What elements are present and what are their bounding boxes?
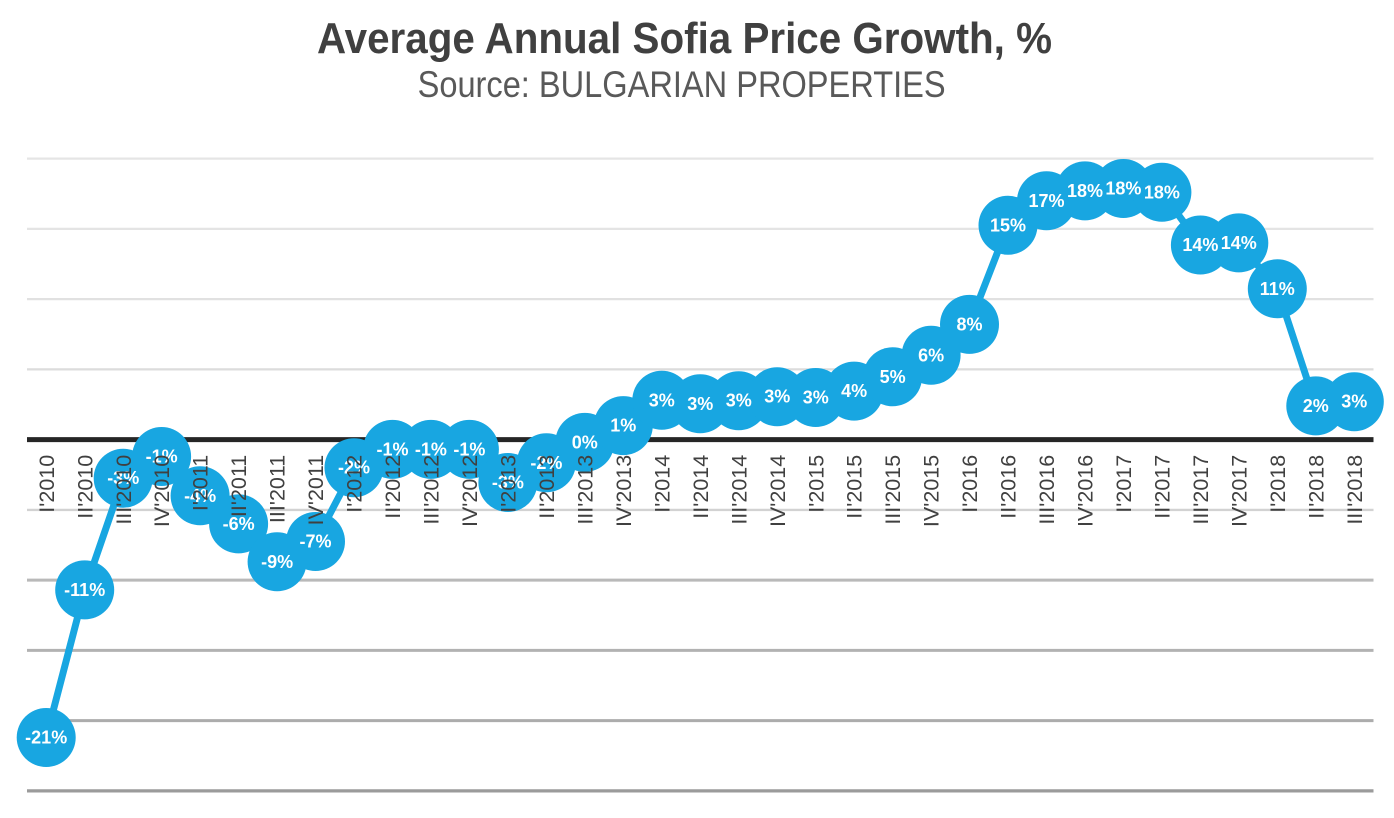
svg-text:III'2011: III'2011 [266, 455, 290, 523]
svg-text:-1%: -1% [146, 447, 178, 467]
svg-text:II'2017: II'2017 [1151, 455, 1175, 519]
svg-text:III'2013: III'2013 [573, 455, 597, 525]
svg-text:IV'2010: IV'2010 [150, 455, 174, 527]
svg-text:-2%: -2% [530, 453, 562, 473]
svg-text:11%: 11% [1260, 279, 1295, 299]
svg-text:4%: 4% [841, 381, 867, 401]
svg-text:-1%: -1% [453, 439, 485, 459]
svg-text:II'2010: II'2010 [73, 455, 97, 519]
svg-text:3%: 3% [803, 388, 829, 408]
svg-text:14%: 14% [1182, 235, 1218, 255]
svg-text:II'2014: II'2014 [689, 455, 713, 519]
svg-text:III'2016: III'2016 [1035, 455, 1059, 525]
svg-text:IV'2012: IV'2012 [458, 455, 482, 527]
svg-text:17%: 17% [1028, 191, 1064, 211]
svg-text:-7%: -7% [299, 532, 331, 552]
svg-text:14%: 14% [1221, 233, 1257, 253]
svg-text:0%: 0% [572, 432, 598, 452]
svg-text:-11%: -11% [64, 580, 105, 600]
svg-text:-2%: -2% [338, 458, 370, 478]
svg-text:-3%: -3% [492, 473, 524, 493]
svg-text:-21%: -21% [25, 728, 67, 748]
svg-text:3%: 3% [764, 387, 790, 407]
svg-text:II'2013: II'2013 [535, 455, 559, 519]
svg-text:IV'2011: IV'2011 [304, 455, 328, 526]
svg-text:3%: 3% [1341, 392, 1367, 412]
svg-text:8%: 8% [956, 314, 982, 334]
svg-text:15%: 15% [990, 215, 1026, 235]
svg-text:I'2018: I'2018 [1266, 455, 1290, 513]
svg-text:IV'2017: IV'2017 [1227, 455, 1251, 527]
svg-text:3%: 3% [687, 394, 713, 414]
svg-text:I'2011: I'2011 [189, 455, 213, 511]
svg-text:3%: 3% [726, 391, 752, 411]
svg-text:Average Annual Sofia Price Gro: Average Annual Sofia Price Growth, % [317, 14, 1052, 63]
svg-text:I'2016: I'2016 [958, 455, 982, 513]
svg-text:I'2013: I'2013 [497, 455, 521, 513]
svg-text:-4%: -4% [184, 486, 216, 506]
svg-text:6%: 6% [918, 345, 944, 365]
svg-text:1%: 1% [610, 416, 636, 436]
svg-text:III'2014: III'2014 [727, 455, 751, 525]
svg-text:18%: 18% [1067, 181, 1103, 201]
svg-text:III'2010: III'2010 [112, 455, 136, 525]
svg-text:I'2010: I'2010 [35, 455, 59, 513]
svg-text:III'2018: III'2018 [1343, 455, 1367, 525]
svg-text:IV'2013: IV'2013 [612, 455, 636, 527]
svg-text:III'2012: III'2012 [420, 455, 444, 525]
svg-text:I'2014: I'2014 [650, 455, 674, 513]
svg-text:-9%: -9% [261, 552, 293, 572]
svg-text:5%: 5% [880, 367, 906, 387]
svg-text:III'2015: III'2015 [881, 455, 905, 525]
svg-text:IV'2015: IV'2015 [920, 455, 944, 527]
svg-text:-6%: -6% [223, 514, 255, 534]
svg-text:2%: 2% [1303, 396, 1329, 416]
svg-text:III'2017: III'2017 [1189, 455, 1213, 525]
svg-text:II'2011: II'2011 [227, 455, 251, 517]
svg-text:II'2018: II'2018 [1304, 455, 1328, 519]
svg-text:-3%: -3% [107, 468, 139, 488]
svg-text:-1%: -1% [415, 439, 447, 459]
svg-text:IV'2016: IV'2016 [1074, 455, 1098, 527]
svg-text:3%: 3% [649, 390, 675, 410]
svg-text:I'2015: I'2015 [804, 455, 828, 513]
svg-text:II'2012: II'2012 [381, 455, 405, 519]
svg-text:II'2015: II'2015 [843, 455, 867, 519]
svg-text:II'2016: II'2016 [997, 455, 1021, 519]
svg-text:I'2017: I'2017 [1112, 455, 1136, 513]
svg-text:Source: BULGARIAN PROPERTIES: Source: BULGARIAN PROPERTIES [418, 64, 946, 105]
svg-text:I'2012: I'2012 [343, 455, 367, 513]
svg-text:18%: 18% [1105, 179, 1141, 199]
svg-text:18%: 18% [1144, 182, 1180, 202]
svg-text:IV'2014: IV'2014 [766, 455, 790, 527]
svg-text:-1%: -1% [376, 439, 408, 459]
